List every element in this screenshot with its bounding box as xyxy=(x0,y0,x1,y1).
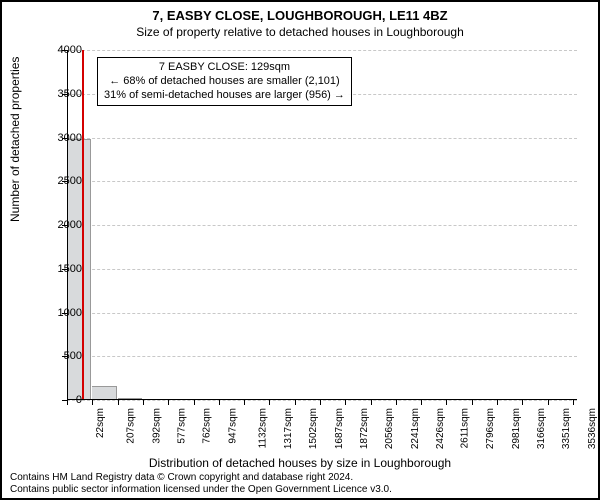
y-tick-label: 3500 xyxy=(58,88,82,100)
gridline xyxy=(67,269,577,270)
x-tick-label: 3536sqm xyxy=(587,408,598,449)
x-tick xyxy=(522,400,523,405)
x-tick xyxy=(345,400,346,405)
x-tick xyxy=(219,400,220,405)
x-tick xyxy=(118,400,119,405)
plot-area: 22sqm207sqm392sqm577sqm762sqm947sqm1132s… xyxy=(67,50,577,400)
x-tick-label: 1132sqm xyxy=(257,408,268,448)
y-tick-label: 500 xyxy=(64,350,82,362)
x-tick-label: 1687sqm xyxy=(334,408,345,449)
x-tick-label: 392sqm xyxy=(151,408,162,444)
x-tick xyxy=(396,400,397,405)
chart-title: 7, EASBY CLOSE, LOUGHBOROUGH, LE11 4BZ xyxy=(2,8,598,23)
gridline xyxy=(67,313,577,314)
x-tick xyxy=(194,400,195,405)
x-tick xyxy=(497,400,498,405)
x-tick xyxy=(295,400,296,405)
x-tick xyxy=(573,400,574,405)
annotation-line: 31% of semi-detached houses are larger (… xyxy=(104,89,345,103)
x-tick-label: 1872sqm xyxy=(359,408,370,449)
x-tick xyxy=(421,400,422,405)
annotation-line: 7 EASBY CLOSE: 129sqm xyxy=(104,61,345,75)
chart-container: 7, EASBY CLOSE, LOUGHBOROUGH, LE11 4BZ S… xyxy=(0,0,600,500)
x-tick-label: 2241sqm xyxy=(410,408,421,449)
y-axis-label: Number of detached properties xyxy=(8,57,22,222)
gridline xyxy=(67,225,577,226)
y-tick-label: 3000 xyxy=(58,132,82,144)
x-tick xyxy=(269,400,270,405)
annotation-line: ← 68% of detached houses are smaller (2,… xyxy=(104,75,345,89)
x-tick xyxy=(446,400,447,405)
y-tick-label: 2000 xyxy=(58,219,82,231)
gridline xyxy=(67,181,577,182)
footer-line-1: Contains HM Land Registry data © Crown c… xyxy=(10,472,392,484)
x-tick xyxy=(143,400,144,405)
chart-footer: Contains HM Land Registry data © Crown c… xyxy=(10,472,392,496)
x-tick-label: 22sqm xyxy=(95,408,106,438)
x-tick-label: 762sqm xyxy=(202,408,213,444)
y-tick-label: 4000 xyxy=(58,44,82,56)
x-tick xyxy=(472,400,473,405)
histogram-bar xyxy=(92,386,116,400)
x-tick-label: 1317sqm xyxy=(283,408,294,449)
x-tick xyxy=(92,400,93,405)
gridline xyxy=(67,50,577,51)
x-tick-label: 3166sqm xyxy=(536,408,547,449)
gridline xyxy=(67,138,577,139)
annotation-box: 7 EASBY CLOSE: 129sqm← 68% of detached h… xyxy=(97,57,352,106)
x-tick xyxy=(371,400,372,405)
x-tick-label: 3351sqm xyxy=(562,408,573,449)
y-tick-label: 2500 xyxy=(58,175,82,187)
x-tick-label: 2426sqm xyxy=(435,408,446,449)
x-tick-label: 947sqm xyxy=(227,408,238,444)
x-tick xyxy=(320,400,321,405)
x-tick xyxy=(67,400,68,405)
y-tick-label: 1500 xyxy=(58,263,82,275)
x-tick xyxy=(244,400,245,405)
gridline xyxy=(67,356,577,357)
plot: 22sqm207sqm392sqm577sqm762sqm947sqm1132s… xyxy=(67,50,577,400)
chart-subtitle: Size of property relative to detached ho… xyxy=(2,25,598,39)
x-tick-label: 207sqm xyxy=(126,408,137,444)
x-tick-label: 2981sqm xyxy=(511,408,522,449)
x-tick-label: 2796sqm xyxy=(486,408,497,449)
footer-line-2: Contains public sector information licen… xyxy=(10,484,392,496)
x-tick-label: 2056sqm xyxy=(384,408,395,449)
x-tick xyxy=(548,400,549,405)
y-tick-label: 1000 xyxy=(58,307,82,319)
x-axis-label: Distribution of detached houses by size … xyxy=(2,456,598,470)
x-tick-label: 1502sqm xyxy=(309,408,320,449)
y-tick-label: 0 xyxy=(76,394,82,406)
x-tick-label: 2611sqm xyxy=(460,408,471,448)
x-tick xyxy=(168,400,169,405)
x-tick-label: 577sqm xyxy=(177,408,188,444)
